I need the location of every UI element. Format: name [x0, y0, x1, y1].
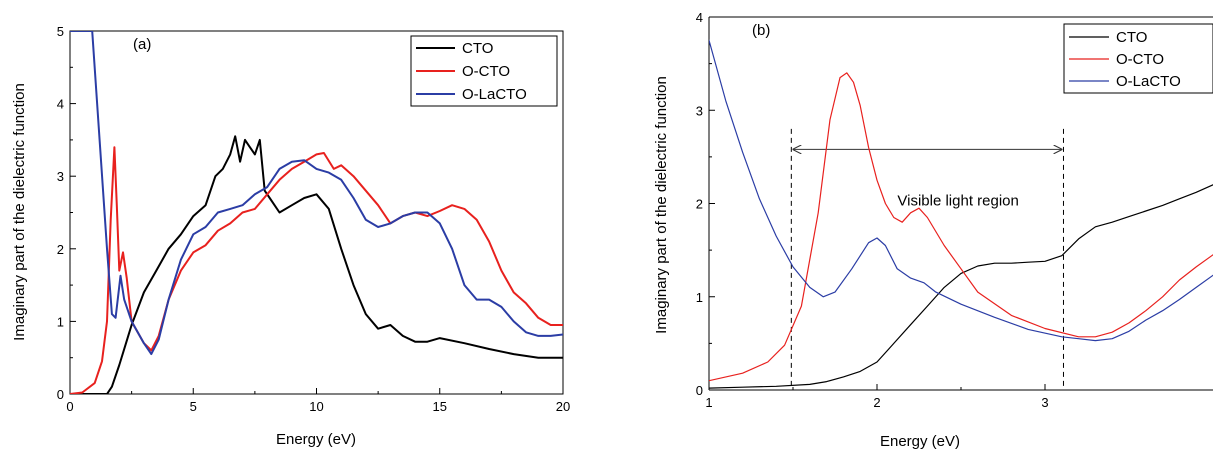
y-axis-title-a: Imaginary part of the dielectric functio… [11, 83, 28, 341]
series-line-b-o-cto [709, 72, 1213, 382]
x-tick-label-a-4: 20 [556, 399, 570, 414]
legend-label-b-2: O-LaCTO [1116, 73, 1181, 90]
x-tick-label-b-0: 1 [705, 395, 712, 410]
y-tick-label-a-5: 5 [57, 24, 64, 39]
series-line-a-o-lacto [70, 31, 563, 356]
legend-label-a-1: O-CTO [462, 63, 510, 80]
legend-label-b-1: O-CTO [1116, 51, 1164, 68]
series-line-b-o-lacto [709, 39, 1213, 342]
y-tick-label-b-1: 1 [696, 290, 703, 305]
legend-label-a-2: O-LaCTO [462, 86, 527, 103]
y-tick-label-a-2: 2 [57, 242, 64, 257]
y-tick-label-a-3: 3 [57, 169, 64, 184]
x-axis-title-b: Energy (eV) [880, 433, 960, 450]
x-axis-title-a: Energy (eV) [276, 431, 356, 448]
y-tick-label-a-0: 0 [57, 387, 64, 402]
legend-label-a-0: CTO [462, 40, 493, 57]
y-axis-title-b: Imaginary part of the dielectric functio… [653, 76, 670, 334]
series-group-b [709, 39, 1213, 389]
panel-a-chart: 0 5 10 15 20 0 1 2 3 4 5 (a) Energy (eV) Imaginary… [11, 24, 570, 448]
x-tick-label-a-1: 5 [190, 399, 197, 414]
panel-label-b: (b) [752, 22, 770, 39]
x-tick-label-a-2: 10 [309, 399, 323, 414]
series-line-b-cto [709, 184, 1213, 389]
panel-label-a: (a) [133, 36, 151, 53]
series-line-a-cto [70, 135, 563, 394]
legend-b: CTO O-CTO O-LaCTO [1063, 23, 1213, 94]
x-tick-label-b-1: 2 [873, 395, 880, 410]
y-tick-label-b-3: 3 [696, 103, 703, 118]
x-tick-label-b-2: 3 [1041, 395, 1048, 410]
x-tick-label-a-3: 15 [433, 399, 447, 414]
y-tick-label-a-1: 1 [57, 314, 64, 329]
series-group-a [70, 31, 563, 394]
legend-a: CTO O-CTO O-LaCTO [410, 35, 558, 107]
y-tick-label-b-2: 2 [696, 197, 703, 212]
visible-light-region-label: Visible light region [897, 193, 1018, 210]
y-tick-label-a-4: 4 [57, 97, 64, 112]
series-line-a-o-cto [70, 146, 563, 394]
x-tick-label-a-0: 0 [66, 399, 73, 414]
y-tick-label-b-4: 4 [696, 10, 703, 25]
y-tick-label-b-0: 0 [696, 383, 703, 398]
legend-label-b-0: CTO [1116, 29, 1147, 46]
visible-region-markers [790, 128, 1064, 390]
